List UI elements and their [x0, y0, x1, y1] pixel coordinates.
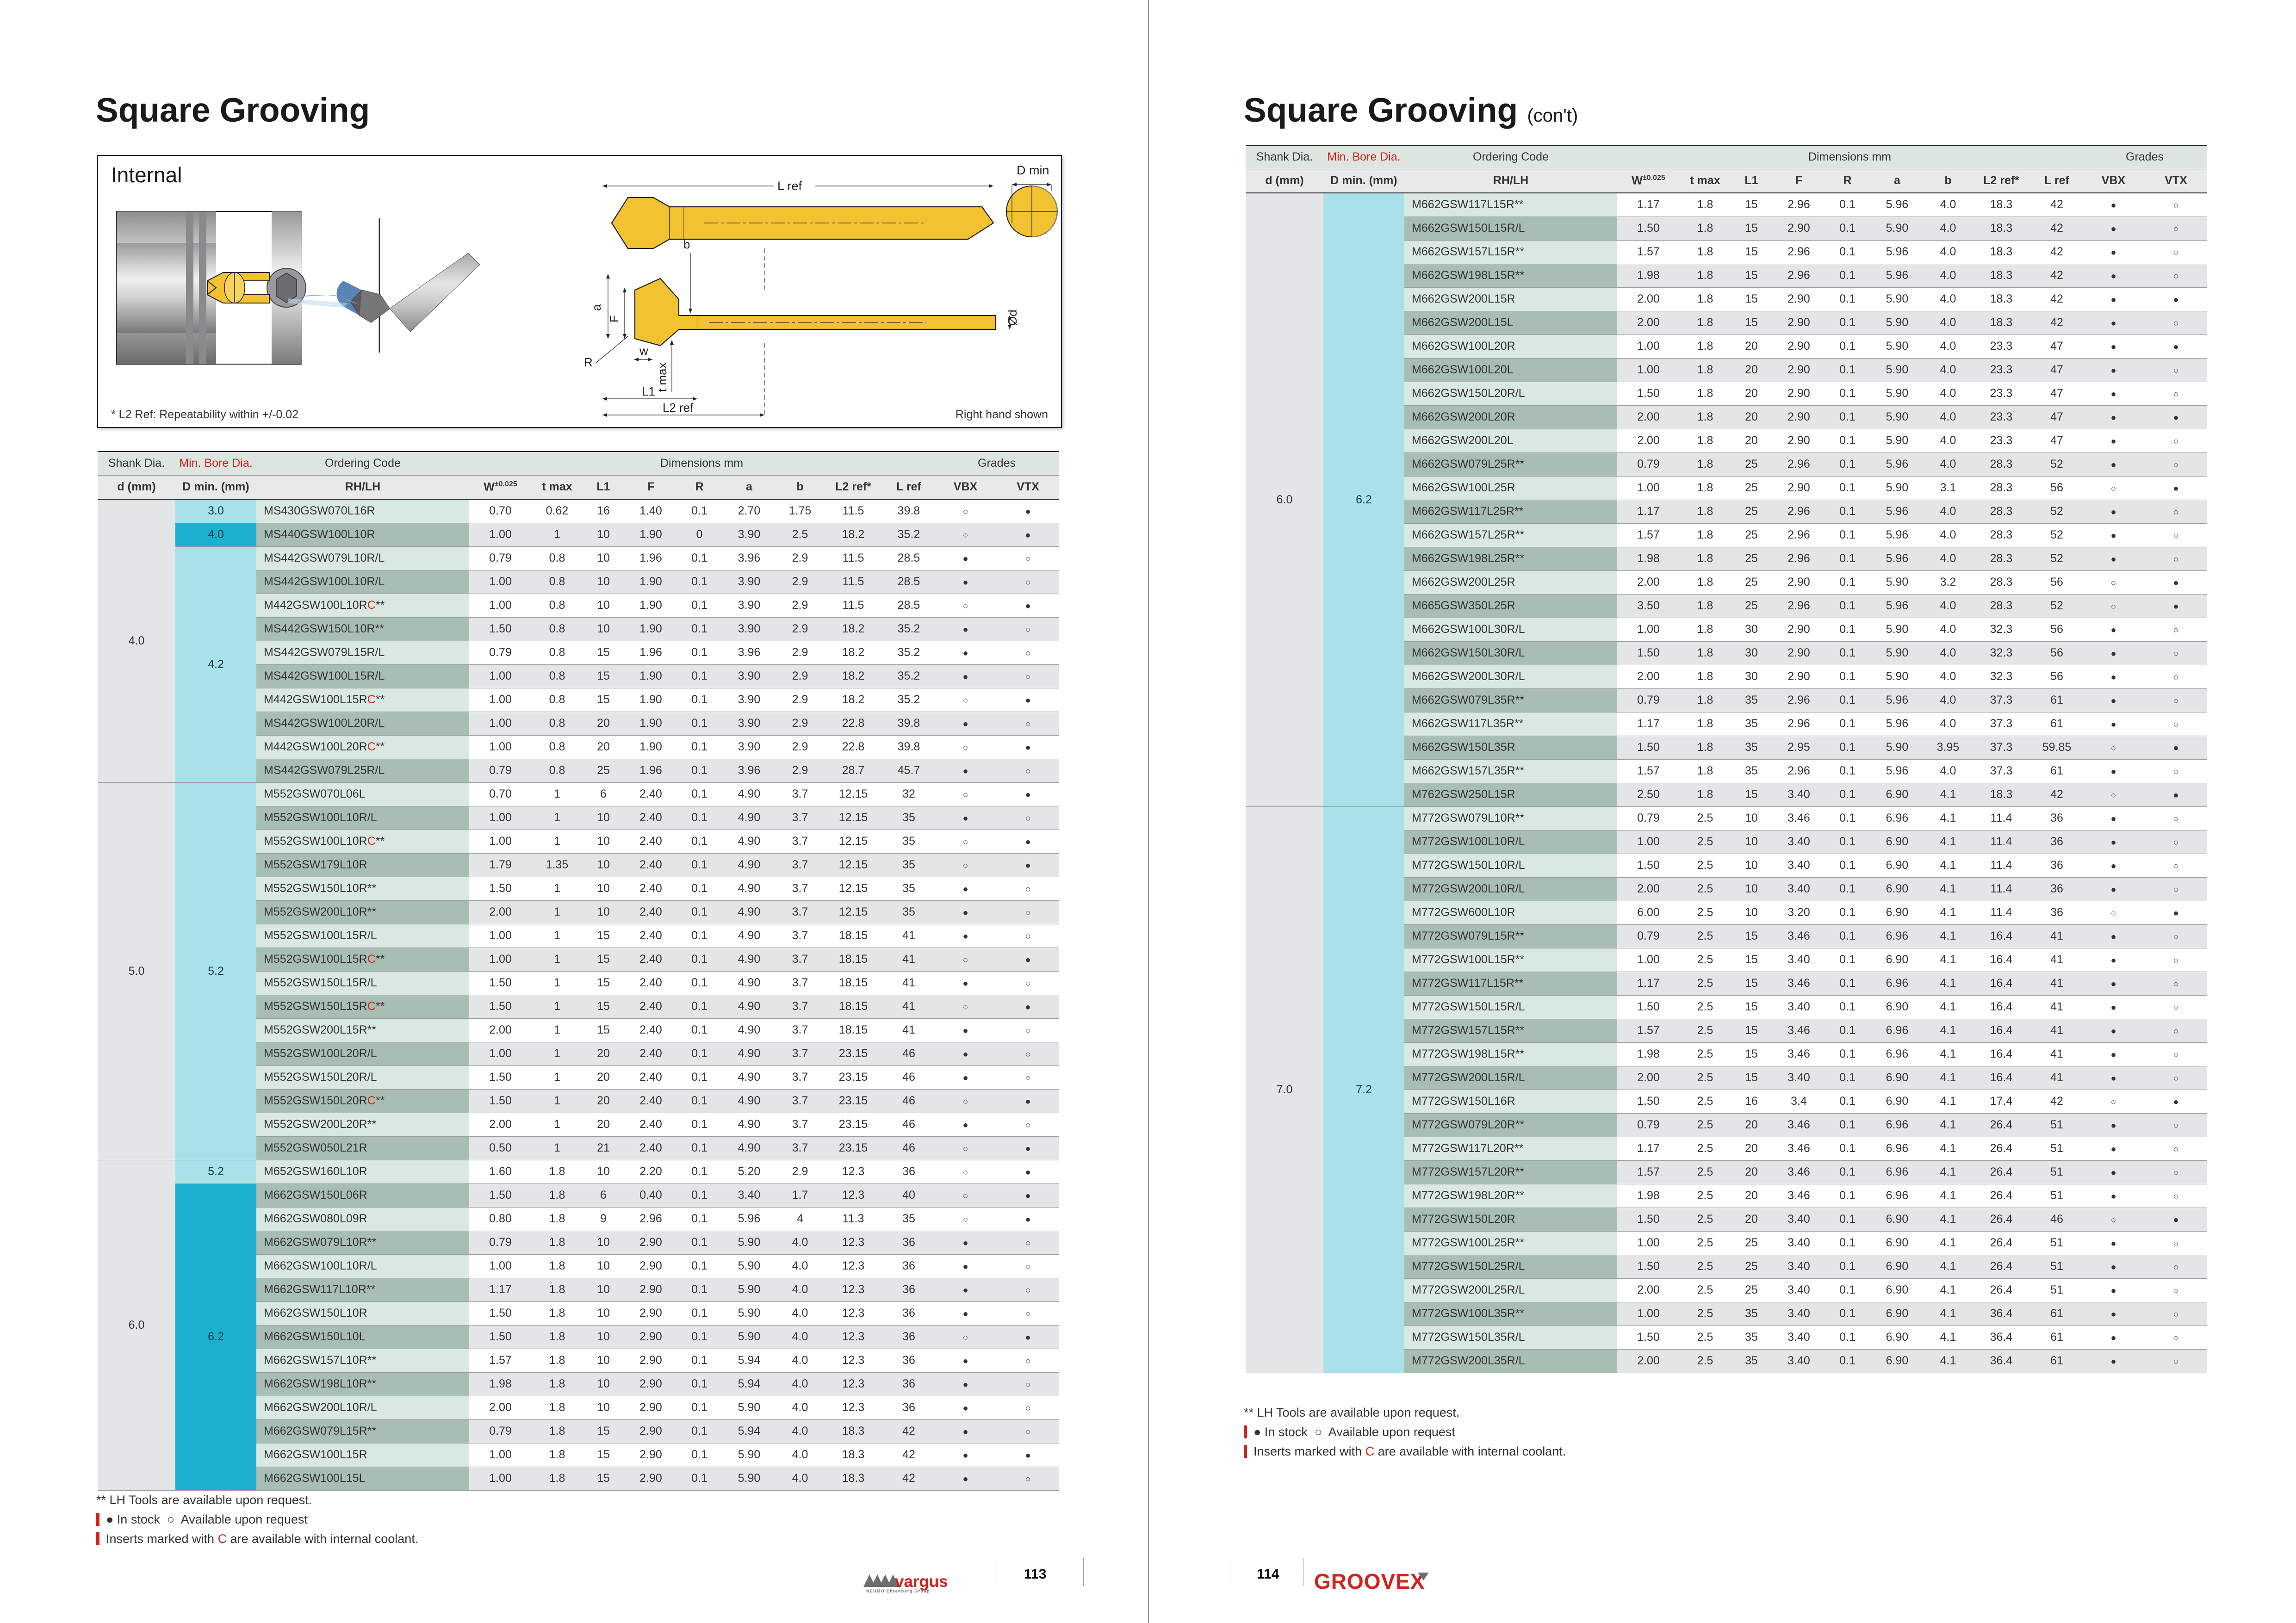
svg-text:L2 ref: L2 ref	[663, 401, 694, 415]
svg-text:NEUMO Ehrenberg Group: NEUMO Ehrenberg Group	[866, 1589, 930, 1593]
svg-text:GROOVEX: GROOVEX	[1314, 1570, 1425, 1593]
svg-text:b: b	[683, 237, 690, 251]
svg-text:vargus: vargus	[895, 1573, 948, 1591]
svg-text:D min: D min	[1017, 163, 1049, 177]
svg-text:L1: L1	[642, 384, 655, 398]
svg-text:a: a	[590, 304, 603, 311]
svg-text:R: R	[584, 355, 593, 369]
svg-text:w: w	[639, 344, 648, 358]
svg-text:L ref: L ref	[777, 179, 802, 193]
svg-text:F: F	[607, 315, 621, 322]
svg-text:Ød: Ød	[1005, 310, 1019, 326]
svg-text:t max: t max	[655, 362, 669, 392]
